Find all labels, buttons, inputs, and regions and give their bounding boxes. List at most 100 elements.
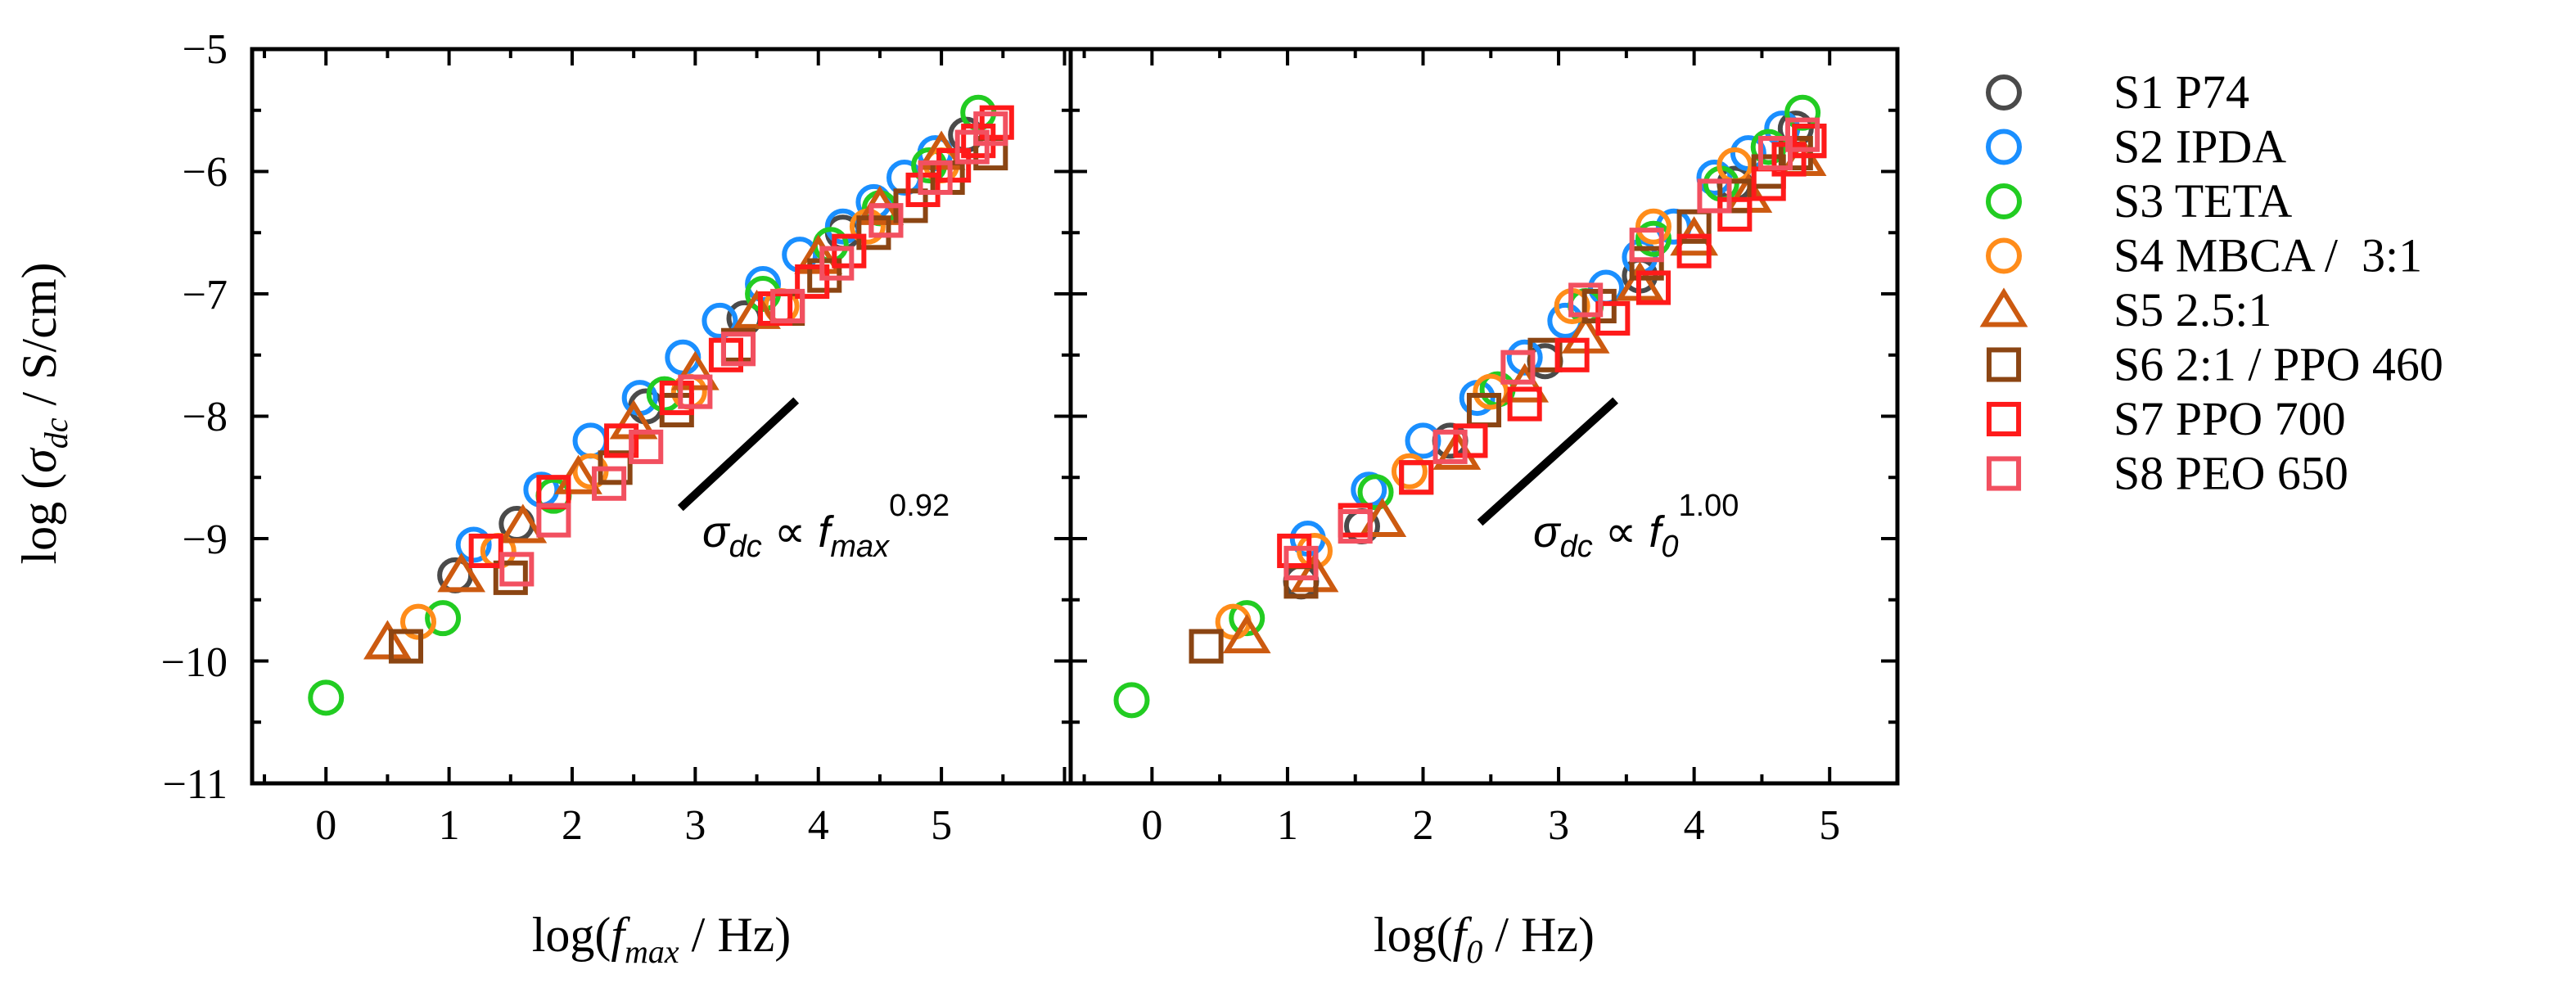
right-annotation-sigma-sub: dc bbox=[1560, 530, 1593, 564]
y-tick-label: −5 bbox=[183, 26, 228, 73]
data-point bbox=[1222, 613, 1271, 654]
data-point bbox=[1717, 196, 1753, 232]
legend-label: S7 PPO 700 bbox=[2114, 392, 2346, 445]
data-point bbox=[604, 423, 639, 458]
data-point bbox=[1453, 423, 1488, 458]
y-tick-label: −7 bbox=[183, 272, 228, 318]
data-point bbox=[388, 629, 424, 664]
left-annotation-prop: ∝ bbox=[762, 508, 819, 557]
data-point bbox=[1554, 337, 1590, 372]
legend-label: S5 2.5:1 bbox=[2114, 283, 2271, 336]
data-point bbox=[745, 266, 782, 303]
data-point bbox=[437, 553, 486, 593]
data-point bbox=[905, 172, 941, 207]
left-x-axis-label: log(fmax / Hz) bbox=[532, 908, 792, 970]
y-tick-label: −10 bbox=[161, 639, 228, 686]
legend-item: S2 IPDA bbox=[1986, 120, 2286, 174]
y-tick-labels: −5 −6 −7 −8 −9 −10 −11 bbox=[161, 26, 228, 808]
legend-marker bbox=[1986, 237, 2022, 274]
right-guide-line bbox=[1477, 397, 1618, 526]
series-s7 bbox=[468, 105, 1014, 569]
data-point bbox=[1283, 545, 1319, 580]
data-point bbox=[807, 258, 842, 293]
data-point bbox=[609, 399, 658, 440]
data-point bbox=[499, 503, 548, 544]
legend-marker bbox=[1979, 287, 2028, 327]
legend-item: S5 2.5:1 bbox=[1979, 283, 2271, 336]
left-annotation-sigma-sub: dc bbox=[729, 530, 762, 564]
data-point bbox=[819, 246, 855, 281]
data-point bbox=[1473, 373, 1509, 410]
data-point bbox=[1595, 300, 1631, 336]
legend-label: S6 2:1 / PPO 460 bbox=[2114, 338, 2443, 391]
left-annotation: σdc ∝ fmax 0.92 bbox=[702, 489, 950, 564]
data-point bbox=[1432, 429, 1468, 464]
data-point bbox=[1399, 460, 1434, 495]
y-label-sigma: σ bbox=[12, 447, 66, 473]
right-x-label-sub: 0 bbox=[1466, 933, 1482, 970]
legend-label: S2 IPDA bbox=[2114, 120, 2286, 174]
legend-marker bbox=[1986, 401, 2022, 437]
data-point bbox=[1676, 209, 1712, 244]
right-annotation-var-sub: 0 bbox=[1661, 530, 1678, 564]
data-point bbox=[1358, 497, 1407, 538]
x-tick-label: 4 bbox=[808, 802, 829, 849]
data-point bbox=[493, 560, 528, 595]
data-point bbox=[1635, 208, 1671, 245]
data-point bbox=[708, 337, 743, 372]
left-annotation-exp: 0.92 bbox=[889, 489, 950, 523]
data-point bbox=[1635, 270, 1671, 305]
data-point bbox=[1717, 178, 1753, 214]
right-panel-x-tick-labels: 0 1 2 3 4 5 bbox=[1141, 802, 1840, 849]
data-point bbox=[1629, 246, 1664, 281]
data-point bbox=[1507, 386, 1542, 422]
legend-item: S4 MBCA / 3:1 bbox=[1986, 229, 2422, 282]
data-point bbox=[1696, 159, 1733, 196]
x-tick-label: 1 bbox=[439, 802, 460, 849]
data-point bbox=[425, 600, 462, 637]
x-tick-label: 0 bbox=[315, 802, 336, 849]
x-tick-label: 3 bbox=[684, 802, 706, 849]
legend-marker bbox=[1986, 74, 2022, 111]
data-point bbox=[1113, 682, 1150, 719]
series-s8 bbox=[1283, 117, 1820, 580]
data-point bbox=[868, 203, 904, 238]
x-tick-label: 2 bbox=[562, 802, 583, 849]
y-tick-label: −8 bbox=[183, 394, 228, 440]
x-tick-label: 5 bbox=[1819, 802, 1840, 849]
right-annotation-var: f bbox=[1649, 508, 1665, 557]
series-s8 bbox=[499, 111, 1008, 587]
data-point bbox=[363, 620, 412, 660]
series-s6 bbox=[388, 136, 1008, 664]
data-point bbox=[794, 234, 843, 274]
right-annotation: σdc ∝ f01.00 bbox=[1533, 489, 1739, 564]
y-label-suffix: / S/cm) bbox=[12, 262, 66, 417]
legend-marker bbox=[1986, 456, 2022, 491]
y-label-sub: dc bbox=[38, 417, 74, 449]
data-point bbox=[536, 503, 571, 538]
left-x-label-suffix: / Hz) bbox=[679, 908, 792, 962]
legend-item: S6 2:1 / PPO 460 bbox=[1986, 338, 2443, 391]
data-point bbox=[468, 533, 503, 569]
legend-marker bbox=[1986, 129, 2022, 165]
data-point bbox=[678, 374, 713, 409]
data-point bbox=[795, 264, 830, 300]
data-point bbox=[1676, 233, 1712, 268]
legend-marker bbox=[1986, 183, 2022, 219]
y-axis-label: log (σdc / S/cm) bbox=[12, 262, 74, 564]
data-point bbox=[1277, 533, 1312, 569]
left-annotation-var: f bbox=[818, 508, 834, 557]
right-annotation-exp: 1.00 bbox=[1678, 489, 1739, 523]
data-point bbox=[832, 233, 867, 268]
data-point bbox=[1500, 350, 1536, 385]
legend-marker bbox=[1986, 347, 2022, 382]
left-panel-markers bbox=[308, 94, 1014, 716]
x-tick-label: 1 bbox=[1277, 802, 1298, 849]
data-point bbox=[400, 603, 437, 640]
data-point bbox=[1338, 509, 1373, 544]
left-x-label-sub: max bbox=[625, 933, 679, 970]
data-point bbox=[1629, 228, 1664, 263]
legend-label: S4 MBCA / 3:1 bbox=[2114, 229, 2422, 282]
